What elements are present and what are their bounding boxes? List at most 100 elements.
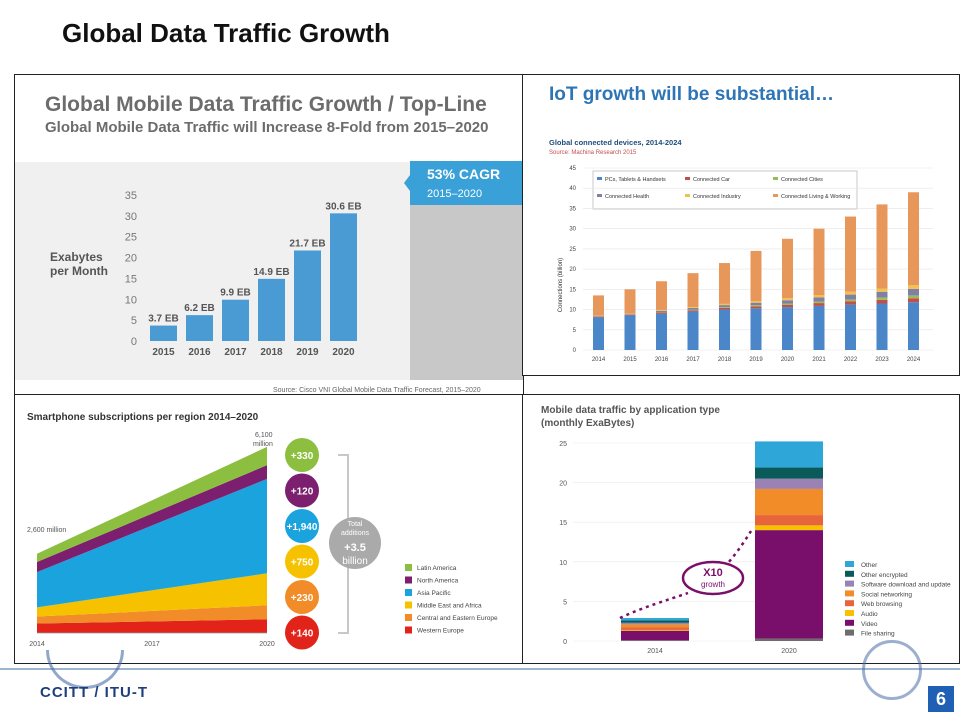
slide-title: Global Data Traffic Growth <box>62 18 390 48</box>
x-tick-label: 2023 <box>875 357 889 363</box>
stack-segment <box>813 301 825 304</box>
start-value-label: 2,600 million <box>27 527 66 534</box>
stack-segment <box>750 250 762 302</box>
legend-label: File sharing <box>861 631 895 638</box>
legend-label: Video <box>861 621 878 628</box>
total-line3: +3.5 <box>344 542 366 554</box>
chart1-title: Global Mobile Data Traffic Growth / Top-… <box>45 93 487 116</box>
y-tick-label: 15 <box>569 287 576 293</box>
y-tick-label: 25 <box>125 232 137 244</box>
legend-swatch <box>845 590 854 597</box>
legend-label: Audio <box>861 611 878 618</box>
x10-callout <box>681 560 745 596</box>
iot-chart-source: Source: Machina Research 2015 <box>549 150 637 156</box>
stack-segment <box>876 299 888 304</box>
stack-segment <box>687 307 699 310</box>
stack-segment <box>876 291 888 298</box>
y-tick-label: 0 <box>563 639 567 646</box>
stack-segment <box>687 273 699 308</box>
cagr-callout <box>410 161 523 205</box>
x-tick-label: 2018 <box>260 347 283 358</box>
y-tick-label: 20 <box>559 481 567 488</box>
legend-label: Latin America <box>417 565 457 572</box>
legend-swatch <box>405 576 412 584</box>
stack-segment <box>750 308 762 350</box>
area-band <box>37 465 267 573</box>
addition-circle <box>285 509 319 543</box>
addition-circle <box>285 544 319 579</box>
iot-chart-title: Global connected devices, 2014-2024 <box>549 138 682 147</box>
legend-swatch <box>845 629 854 636</box>
x-tick-label: 2022 <box>844 357 858 363</box>
stack-segment <box>621 630 689 641</box>
stack-segment <box>755 488 823 516</box>
legend-label: Other encrypted <box>861 572 908 579</box>
x-tick-label: 2020 <box>781 357 795 363</box>
stack-segment <box>656 281 667 310</box>
stack-segment <box>621 627 689 630</box>
addition-label: +1,940 <box>287 522 318 533</box>
x10-line2: growth <box>701 580 725 589</box>
stack-segment <box>876 303 888 350</box>
stack-segment <box>813 297 825 302</box>
area-band <box>37 605 267 624</box>
addition-circle <box>285 580 319 614</box>
end-value-label-line2: million <box>253 441 273 448</box>
y-tick-label: 40 <box>569 186 576 192</box>
legend-label: Other <box>861 562 878 569</box>
stack-segment <box>719 307 730 308</box>
y-tick-label: 30 <box>125 211 137 223</box>
legend-swatch <box>597 194 602 197</box>
smartphone-chart: Smartphone subscriptions per region 2014… <box>27 412 498 650</box>
stack-segment <box>845 291 856 295</box>
mobile-traffic-chart: Global Mobile Data Traffic Growth / Top-… <box>15 93 523 394</box>
stack-segment <box>624 313 636 315</box>
y-tick-label: 10 <box>125 294 137 306</box>
stack-segment <box>876 288 888 292</box>
addition-label: +120 <box>291 487 314 498</box>
x-tick-label: 2020 <box>781 648 797 655</box>
stack-segment <box>621 629 689 631</box>
addition-circle <box>285 615 319 650</box>
chart1-subtitle: Global Mobile Data Traffic will Increase… <box>45 119 489 136</box>
y-tick-label: 5 <box>131 315 137 327</box>
y-tick-label: 45 <box>569 166 576 172</box>
x-tick-label: 2017 <box>686 357 700 363</box>
stack-segment <box>908 298 919 303</box>
stack-segment <box>621 640 689 641</box>
stack-segment <box>750 302 762 306</box>
stack-segment <box>813 294 825 298</box>
bar <box>258 278 285 341</box>
app-traffic-title-line2: (monthly ExaBytes) <box>541 418 634 429</box>
x-tick-label: 2020 <box>332 347 355 358</box>
y-tick-label: 25 <box>559 441 567 448</box>
legend-label: Asia Pacific <box>417 590 451 597</box>
y-tick-label: 5 <box>563 599 567 606</box>
x10-line1: X10 <box>703 567 723 579</box>
x-tick-label: 2015 <box>623 357 637 363</box>
y-tick-label: 5 <box>573 328 577 334</box>
y-tick-label: 35 <box>569 206 576 212</box>
bar <box>186 315 213 341</box>
y-axis-label-line2: per Month <box>50 264 108 278</box>
itu-logo-right <box>862 640 922 700</box>
smartphone-title: Smartphone subscriptions per region 2014… <box>27 412 259 423</box>
stack-segment <box>656 313 667 350</box>
legend-label: Middle East and Africa <box>417 603 482 610</box>
y-tick-label: 15 <box>559 520 567 527</box>
legend-swatch <box>845 570 854 577</box>
cagr-title: 53% CAGR <box>427 166 500 182</box>
stack-segment <box>687 311 699 350</box>
stack-segment <box>908 192 919 286</box>
legend-swatch <box>405 614 412 621</box>
stack-segment <box>750 301 762 303</box>
total-line1: Total <box>348 521 363 528</box>
stack-segment <box>755 467 823 479</box>
y-tick-label: 35 <box>125 190 137 202</box>
app-traffic-chart: Mobile data traffic by application type … <box>541 405 951 655</box>
iot-chart: IoT growth will be substantial… Global c… <box>549 84 933 363</box>
stack-segment <box>621 620 689 623</box>
stack-segment <box>687 309 699 311</box>
x-tick-label: 2019 <box>296 347 319 358</box>
stack-segment <box>593 317 604 350</box>
